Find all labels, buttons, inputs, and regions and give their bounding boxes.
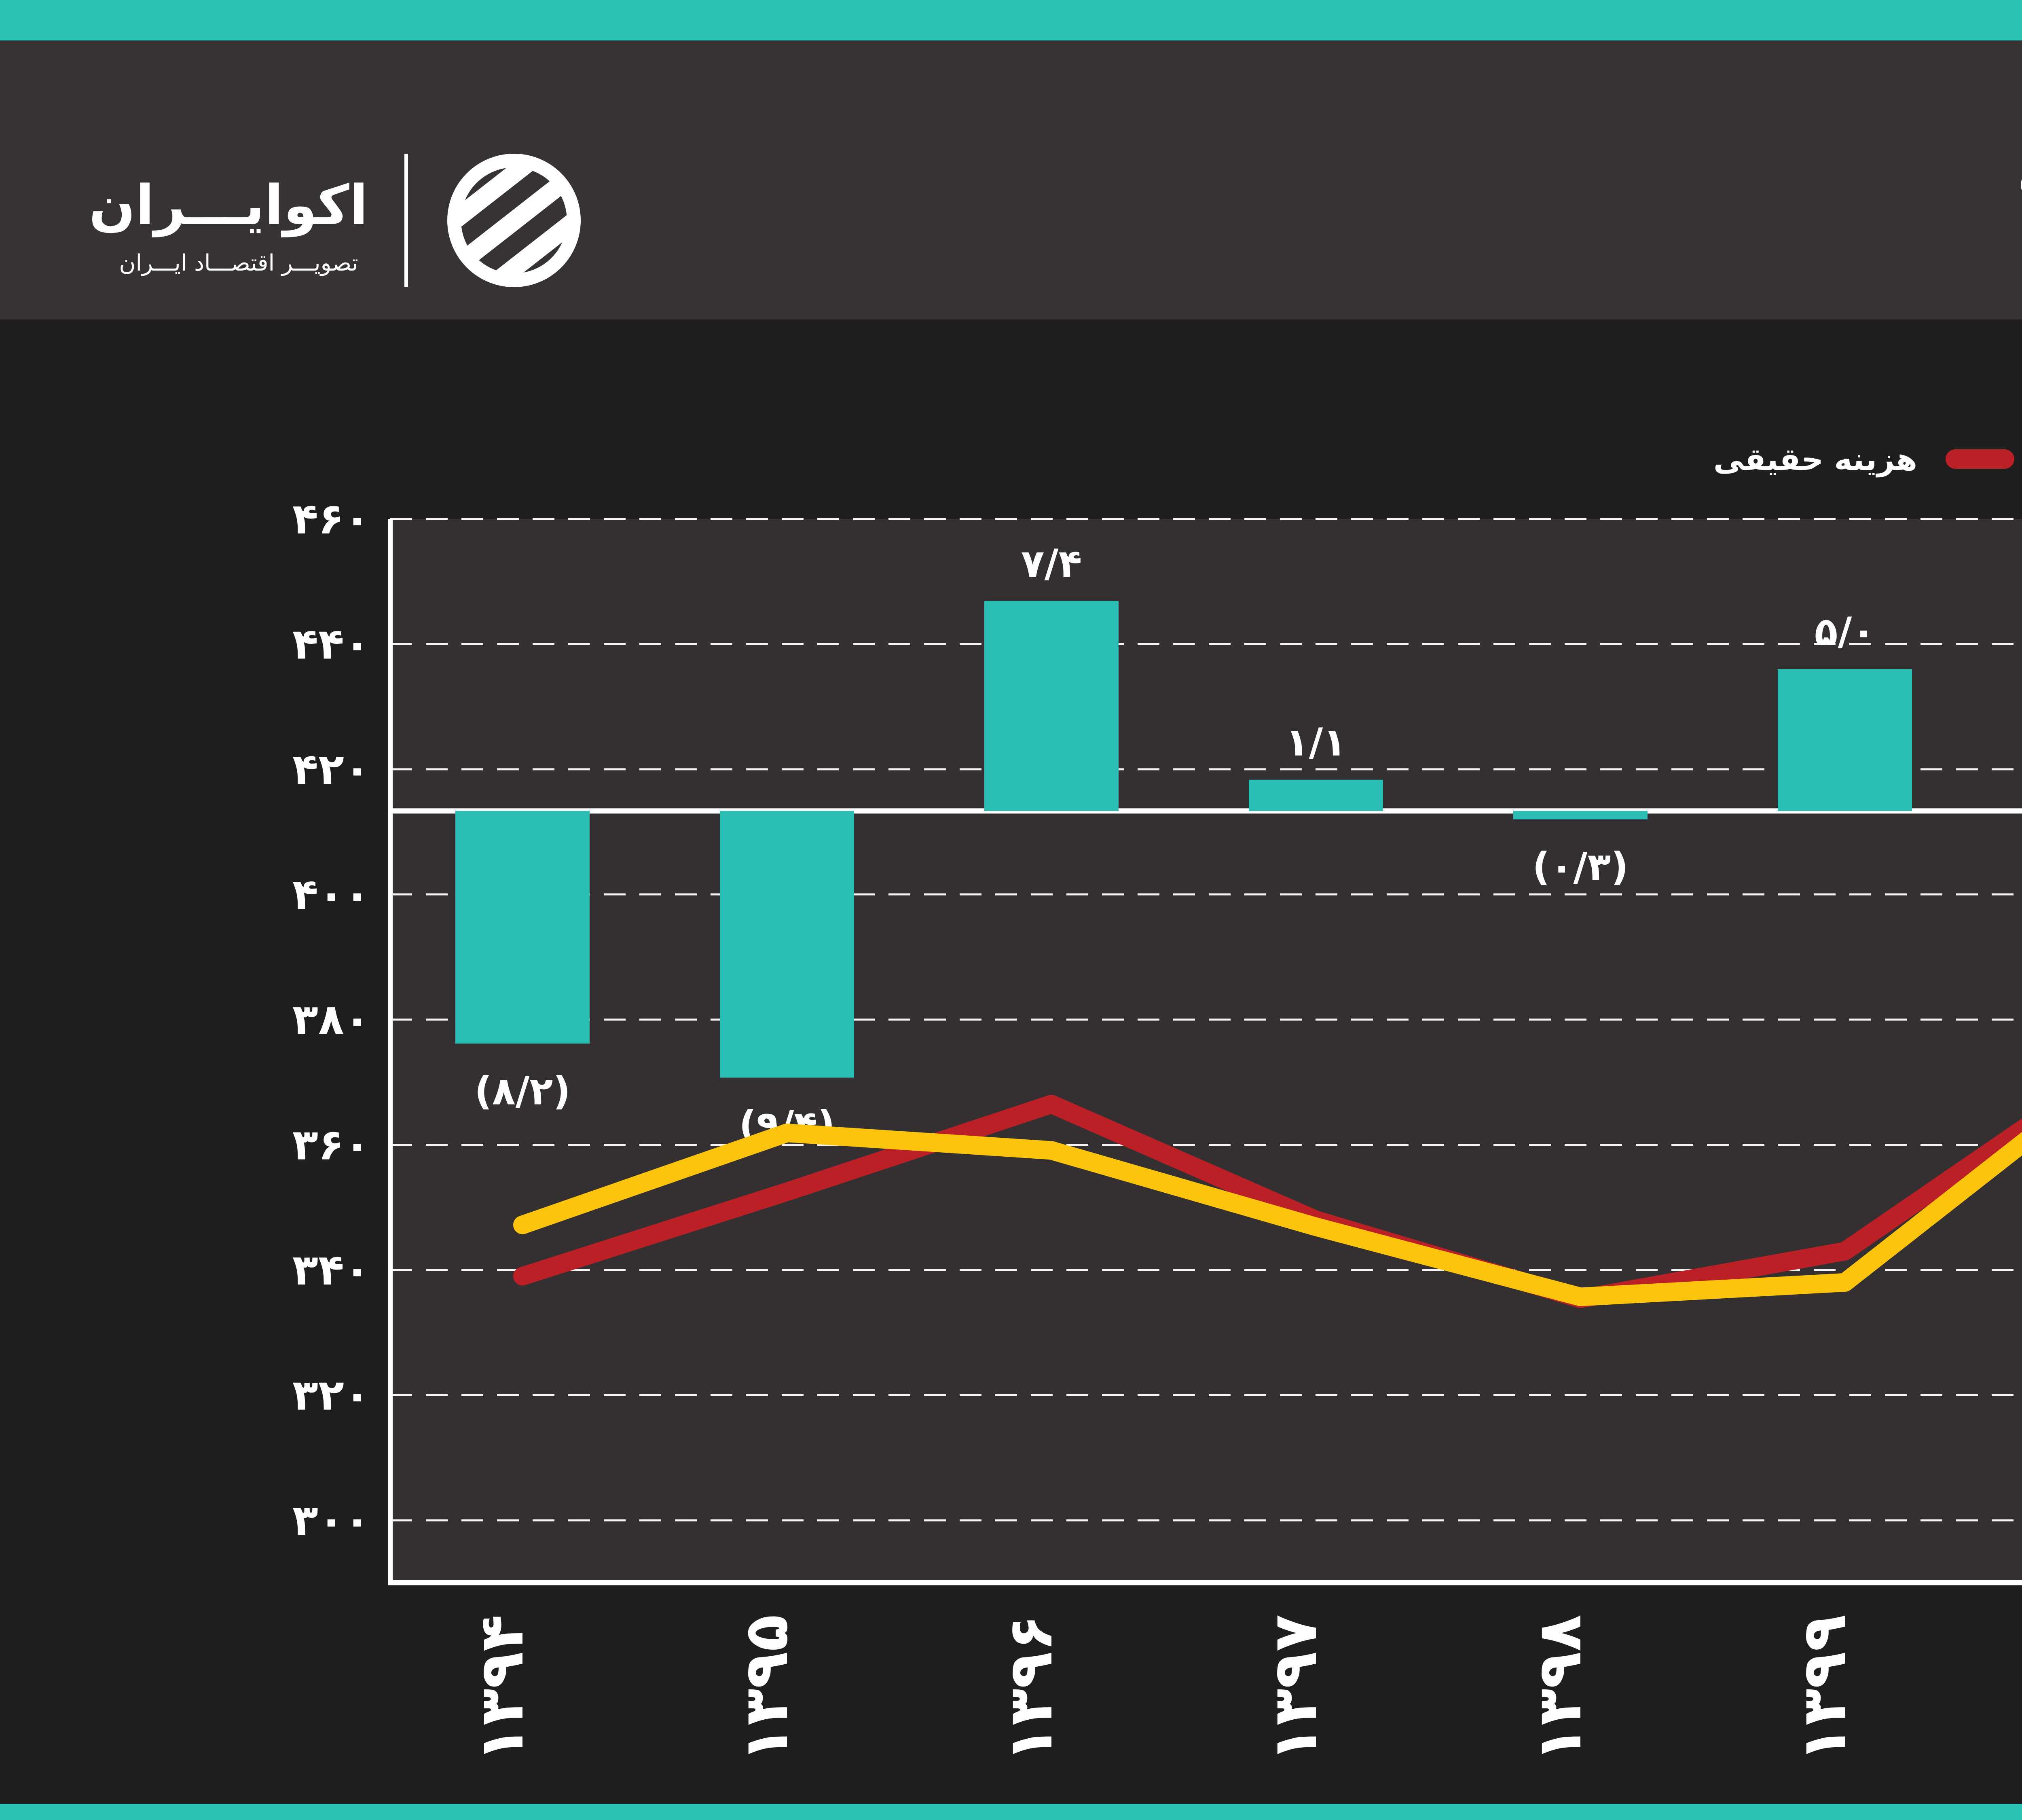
x-axis-label-1398: ۱۳۹۸: [1525, 1615, 1595, 1763]
ecoiran-logo-icon: [444, 150, 584, 290]
y-axis-left-tick-label: ۳۰۰: [292, 1496, 370, 1545]
legend-label-expense: هزینه حقیقی: [1713, 441, 1918, 477]
x-axis-label-1396: ۱۳۹۶: [996, 1615, 1066, 1763]
logo-text: اکوایـــران تصویـــر اقتصـــاد ایـــران: [89, 165, 368, 276]
bar-1394: [455, 811, 590, 1044]
y-axis-left-tick-label: ۳۲۰: [292, 1371, 370, 1420]
legend-item-expense: هزینه حقیقی: [1713, 441, 2015, 477]
top-accent-strip: [0, 0, 2022, 40]
y-axis-left-tick-label: ۴۰۰: [292, 870, 370, 919]
bar-value-label: (۰/۳): [1532, 845, 1629, 889]
y-axis-left-tick-label: ۳۴۰: [292, 1245, 370, 1295]
bar-1398: [1513, 811, 1648, 820]
logo-divider: [404, 154, 408, 287]
bar-value-label: ۱/۱: [1286, 720, 1347, 765]
x-axis-label-1395: ۱۳۹۵: [731, 1615, 802, 1763]
bar-1397: [1249, 779, 1383, 811]
title-block: درآمد و هزینه حقیقی خانوار شهری واحد:(می…: [2017, 101, 2022, 317]
page-title: درآمد و هزینه حقیقی خانوار شهری: [2017, 101, 2022, 235]
y-axis-left-tick-label: ۴۲۰: [292, 745, 370, 794]
income-line: [513, 1124, 2022, 1306]
bar-1399: [1778, 669, 1912, 811]
y-axis-left-tick-label: ۴۶۰: [292, 494, 370, 544]
x-axis-label-1394: ۱۳۹۴: [467, 1615, 537, 1763]
ecoiran-logo: اکوایـــران تصویـــر اقتصـــاد ایـــران: [89, 81, 584, 360]
header: درآمد و هزینه حقیقی خانوار شهری واحد:(می…: [0, 40, 2022, 320]
bottom-accent-strip: [0, 1804, 2022, 1820]
x-axis-label-1397: ۱۳۹۷: [1260, 1615, 1330, 1763]
plot-area: [390, 519, 2022, 1583]
bar-1396: [984, 601, 1119, 811]
bar-value-label: ۵/۰: [1815, 609, 1876, 654]
logo-name: اکوایـــران: [89, 174, 368, 237]
bar-value-label: (۸/۲): [474, 1069, 571, 1113]
y-axis-left-tick-label: ۳۶۰: [292, 1120, 370, 1170]
logo-tagline: تصویـــر اقتصـــاد ایـــران: [119, 250, 358, 276]
y-axis-left-tick-label: ۳۸۰: [292, 995, 370, 1044]
y-axis-left-tick-label: ۴۴۰: [292, 620, 370, 669]
bar-value-label: ۷/۴: [1021, 542, 1082, 586]
bar-1395: [720, 811, 854, 1078]
expense-line-marker-icon: [1946, 449, 2015, 469]
x-axis-label-1399: ۱۳۹۹: [1789, 1615, 1859, 1763]
chart-legend: اختلاف هزینه و درآمد خانوار درآمد حقیقی …: [1713, 427, 2022, 491]
